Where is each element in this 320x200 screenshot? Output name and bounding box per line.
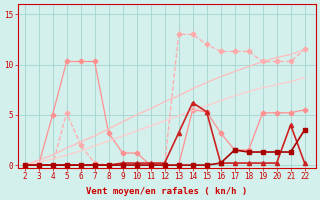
X-axis label: Vent moyen/en rafales ( kn/h ): Vent moyen/en rafales ( kn/h ) <box>86 187 247 196</box>
